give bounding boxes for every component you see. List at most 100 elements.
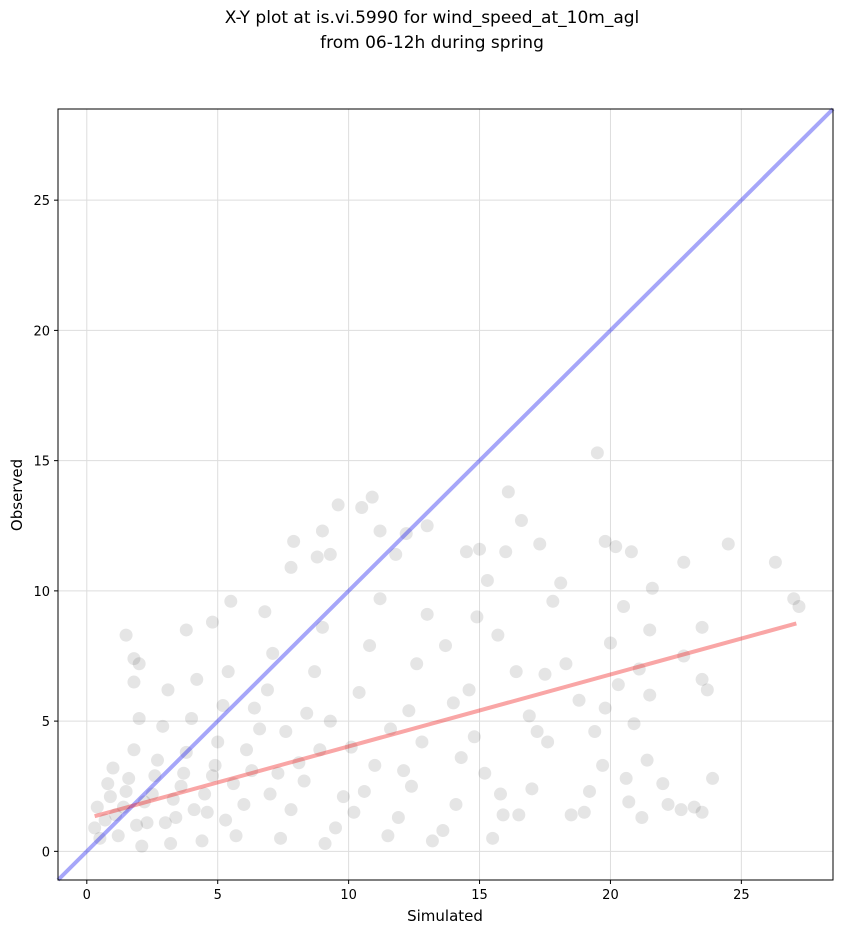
data-point (130, 818, 144, 832)
data-point (700, 683, 714, 697)
data-point (632, 662, 646, 676)
data-point (410, 657, 424, 671)
data-point (106, 761, 120, 775)
data-point (140, 816, 154, 830)
data-point (420, 519, 434, 533)
data-point (352, 685, 366, 699)
data-point (470, 610, 484, 624)
data-point (384, 722, 398, 736)
data-point (564, 808, 578, 822)
data-point (200, 805, 214, 819)
data-point (93, 831, 107, 845)
data-point (493, 787, 507, 801)
data-point (368, 758, 382, 772)
data-point (501, 485, 515, 499)
data-point (373, 524, 387, 538)
data-point (344, 740, 358, 754)
data-point (216, 698, 230, 712)
data-point (119, 628, 133, 642)
identity-line (56, 107, 835, 882)
data-point (554, 576, 568, 590)
data-point (315, 524, 329, 538)
scatter-points (88, 446, 806, 853)
data-point (514, 514, 528, 528)
chart-title-line-1: X-Y plot at is.vi.5990 for wind_speed_at… (225, 8, 640, 28)
data-point (454, 751, 468, 765)
data-point (308, 665, 322, 679)
data-point (313, 743, 327, 757)
data-point (323, 714, 337, 728)
data-point (598, 534, 612, 548)
data-point (674, 803, 688, 817)
data-point (415, 735, 429, 749)
data-point (509, 665, 523, 679)
data-point (656, 777, 670, 791)
data-point (559, 657, 573, 671)
data-point (491, 628, 505, 642)
fit-line (94, 621, 797, 819)
reference-lines (56, 107, 835, 882)
data-point (596, 758, 610, 772)
data-point (190, 672, 204, 686)
axis-ticks: 0 5 10 15 20 25 0 5 10 15 20 25 (33, 194, 749, 903)
data-point (164, 837, 178, 851)
data-point (624, 545, 638, 559)
data-point (446, 696, 460, 710)
data-point (420, 607, 434, 621)
grid (58, 109, 833, 880)
data-point (148, 769, 162, 783)
data-point (577, 805, 591, 819)
data-point (347, 805, 361, 819)
data-point (480, 573, 494, 587)
data-point (161, 683, 175, 697)
data-point (103, 790, 117, 804)
data-point (253, 722, 267, 736)
data-point (373, 592, 387, 606)
data-point (226, 777, 240, 791)
data-point (266, 646, 280, 660)
x-tick-label: 25 (733, 888, 750, 903)
data-point (622, 795, 636, 809)
data-point (331, 498, 345, 512)
data-point (473, 542, 487, 556)
data-point (486, 831, 500, 845)
data-point (297, 774, 311, 788)
y-tick-label: 20 (33, 324, 50, 339)
data-point (512, 808, 526, 822)
data-point (635, 810, 649, 824)
data-point (122, 771, 136, 785)
data-point (603, 636, 617, 650)
data-point (391, 810, 405, 824)
data-point (177, 766, 191, 780)
data-point (284, 560, 298, 574)
data-point (389, 547, 403, 561)
data-point (150, 753, 164, 767)
data-point (145, 787, 159, 801)
data-point (101, 777, 115, 791)
y-tick-label: 0 (42, 845, 50, 860)
data-point (329, 821, 343, 835)
data-point (541, 735, 555, 749)
y-tick-label: 10 (33, 585, 50, 600)
data-point (271, 766, 285, 780)
data-point (274, 831, 288, 845)
data-point (263, 787, 277, 801)
data-point (365, 490, 379, 504)
data-point (677, 649, 691, 663)
data-point (363, 639, 377, 653)
data-point (462, 683, 476, 697)
data-point (166, 792, 180, 806)
x-tick-label: 0 (83, 888, 91, 903)
data-point (127, 743, 141, 757)
y-tick-label: 25 (33, 194, 50, 209)
data-point (381, 829, 395, 843)
data-point (323, 547, 337, 561)
data-point (237, 797, 251, 811)
data-point (88, 821, 102, 835)
data-point (98, 813, 112, 827)
data-point (478, 766, 492, 780)
data-point (643, 623, 657, 637)
x-tick-label: 15 (471, 888, 488, 903)
data-point (640, 753, 654, 767)
